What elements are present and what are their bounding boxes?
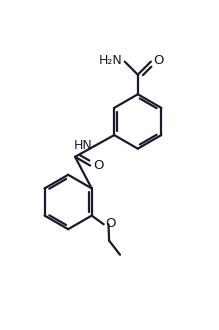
Text: O: O — [154, 54, 164, 67]
Text: O: O — [93, 159, 103, 172]
Text: HN: HN — [74, 139, 93, 152]
Text: O: O — [105, 217, 116, 230]
Text: H₂N: H₂N — [98, 54, 122, 67]
